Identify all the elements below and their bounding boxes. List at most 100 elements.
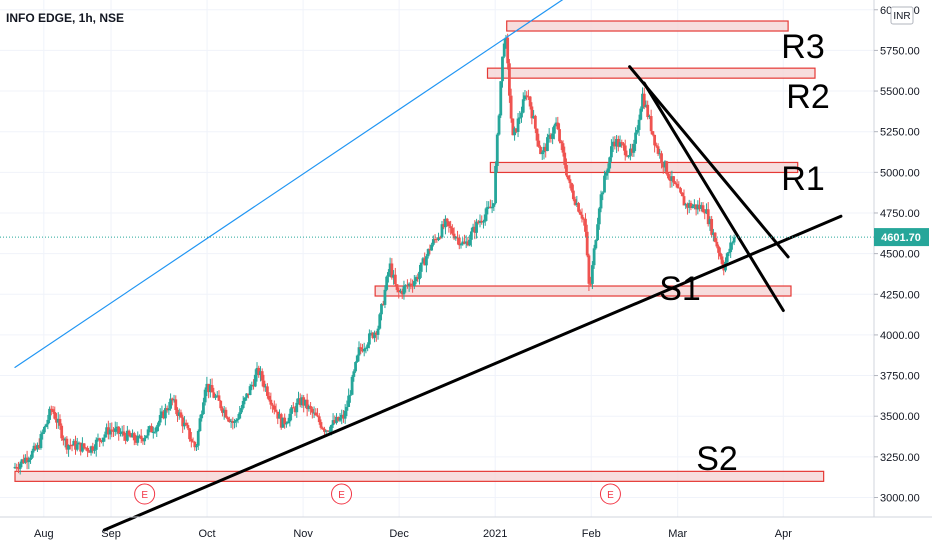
candle-body	[469, 231, 473, 240]
candle-body	[390, 263, 394, 278]
candle-body	[291, 407, 295, 409]
candle-body	[101, 437, 105, 442]
candle-body	[84, 447, 88, 449]
candle-body	[459, 244, 463, 246]
candle-body	[689, 203, 693, 208]
candle-body	[544, 146, 548, 152]
candle-body	[210, 385, 214, 393]
candle-body	[304, 399, 307, 406]
price-tick-label: 4500.00	[880, 249, 920, 261]
candle-body	[58, 418, 62, 426]
candle-body	[632, 143, 636, 153]
candle-body	[644, 104, 648, 107]
candle-body	[400, 290, 404, 295]
candle-body	[691, 206, 695, 208]
candle-body	[495, 134, 499, 167]
candle-body	[49, 408, 53, 410]
level-label-s1: S1	[659, 270, 701, 308]
candle-body	[440, 224, 444, 238]
candle-body	[283, 417, 287, 425]
candle-body	[406, 285, 409, 287]
earnings-event-marker[interactable]: E	[599, 483, 621, 505]
candle-body	[618, 142, 622, 147]
candle-body	[89, 446, 93, 453]
candle-body	[36, 445, 39, 450]
candle-body	[37, 445, 41, 449]
candle-body	[183, 422, 186, 427]
candle-body	[687, 203, 691, 208]
candle-body	[212, 392, 216, 398]
candle-body	[17, 468, 20, 470]
level-zone-s2	[14, 470, 825, 482]
candle-body	[699, 205, 703, 209]
candle-body	[87, 451, 91, 453]
candle-body	[167, 408, 171, 411]
price-axis-panel[interactable]	[874, 0, 932, 550]
candle-body	[309, 406, 313, 409]
candle-body	[506, 37, 510, 64]
candle-body	[138, 435, 141, 437]
earnings-event-marker[interactable]: E	[331, 483, 353, 505]
candle-body	[115, 426, 119, 429]
candle-body	[395, 284, 399, 290]
candle-body	[637, 119, 641, 130]
price-tick-label: 4250.00	[880, 289, 920, 301]
candle-body	[165, 408, 169, 411]
earnings-event-marker[interactable]: E	[134, 483, 156, 505]
candle-body	[67, 445, 70, 450]
candle-body	[533, 115, 537, 129]
candle-body	[354, 362, 357, 372]
candle-body	[383, 289, 387, 305]
candle-body	[371, 332, 375, 338]
candle-body	[60, 425, 64, 439]
chart-title: INFO EDGE, 1h, NSE	[6, 11, 124, 25]
candle-body	[620, 142, 624, 144]
candle-body	[452, 233, 456, 239]
candle-body	[547, 134, 551, 138]
candle-body	[608, 157, 612, 169]
candle-body	[335, 416, 338, 423]
candle-body	[409, 283, 413, 286]
candle-body	[174, 399, 178, 411]
candle-body	[535, 128, 539, 141]
candle-body	[248, 386, 252, 396]
price-tick-label: 3250.00	[880, 452, 920, 464]
candle-body	[214, 396, 217, 398]
candle-body	[129, 435, 133, 438]
candle-body	[278, 414, 281, 419]
candle-body	[336, 416, 340, 421]
candle-body	[597, 208, 601, 225]
level-labels: R3 R2 R1 S1 S2	[659, 28, 830, 478]
candle-body	[196, 431, 200, 446]
candle-body	[288, 413, 292, 422]
candle-body	[155, 426, 159, 432]
candle-body	[611, 141, 615, 147]
candle-body	[48, 408, 51, 420]
candle-body	[374, 332, 378, 335]
candle-body	[345, 406, 349, 411]
candle-body	[537, 140, 541, 147]
candle-body	[589, 283, 593, 285]
candle-body	[376, 328, 380, 335]
candle-body	[366, 344, 370, 349]
price-tick-label: 3000.00	[880, 492, 920, 504]
candle-body	[513, 128, 516, 136]
candle-body	[253, 374, 257, 387]
candle-body	[393, 274, 397, 285]
candle-body	[144, 435, 148, 438]
current-price-badge: 4601.70	[874, 228, 929, 247]
candle-body	[39, 434, 43, 449]
candle-body	[573, 199, 577, 205]
candle-body	[540, 152, 544, 155]
candle-body	[680, 192, 684, 197]
currency-badge[interactable]: INR	[890, 6, 914, 25]
candle-body	[684, 203, 688, 206]
candle-body	[461, 241, 465, 245]
candle-body	[355, 355, 359, 363]
candle-body	[609, 146, 613, 158]
candle-body	[326, 430, 330, 432]
candle-body	[729, 242, 733, 253]
time-axis-ticks[interactable]: Aug Sep Oct Nov Dec 2021 Feb Mar Apr	[34, 528, 792, 540]
